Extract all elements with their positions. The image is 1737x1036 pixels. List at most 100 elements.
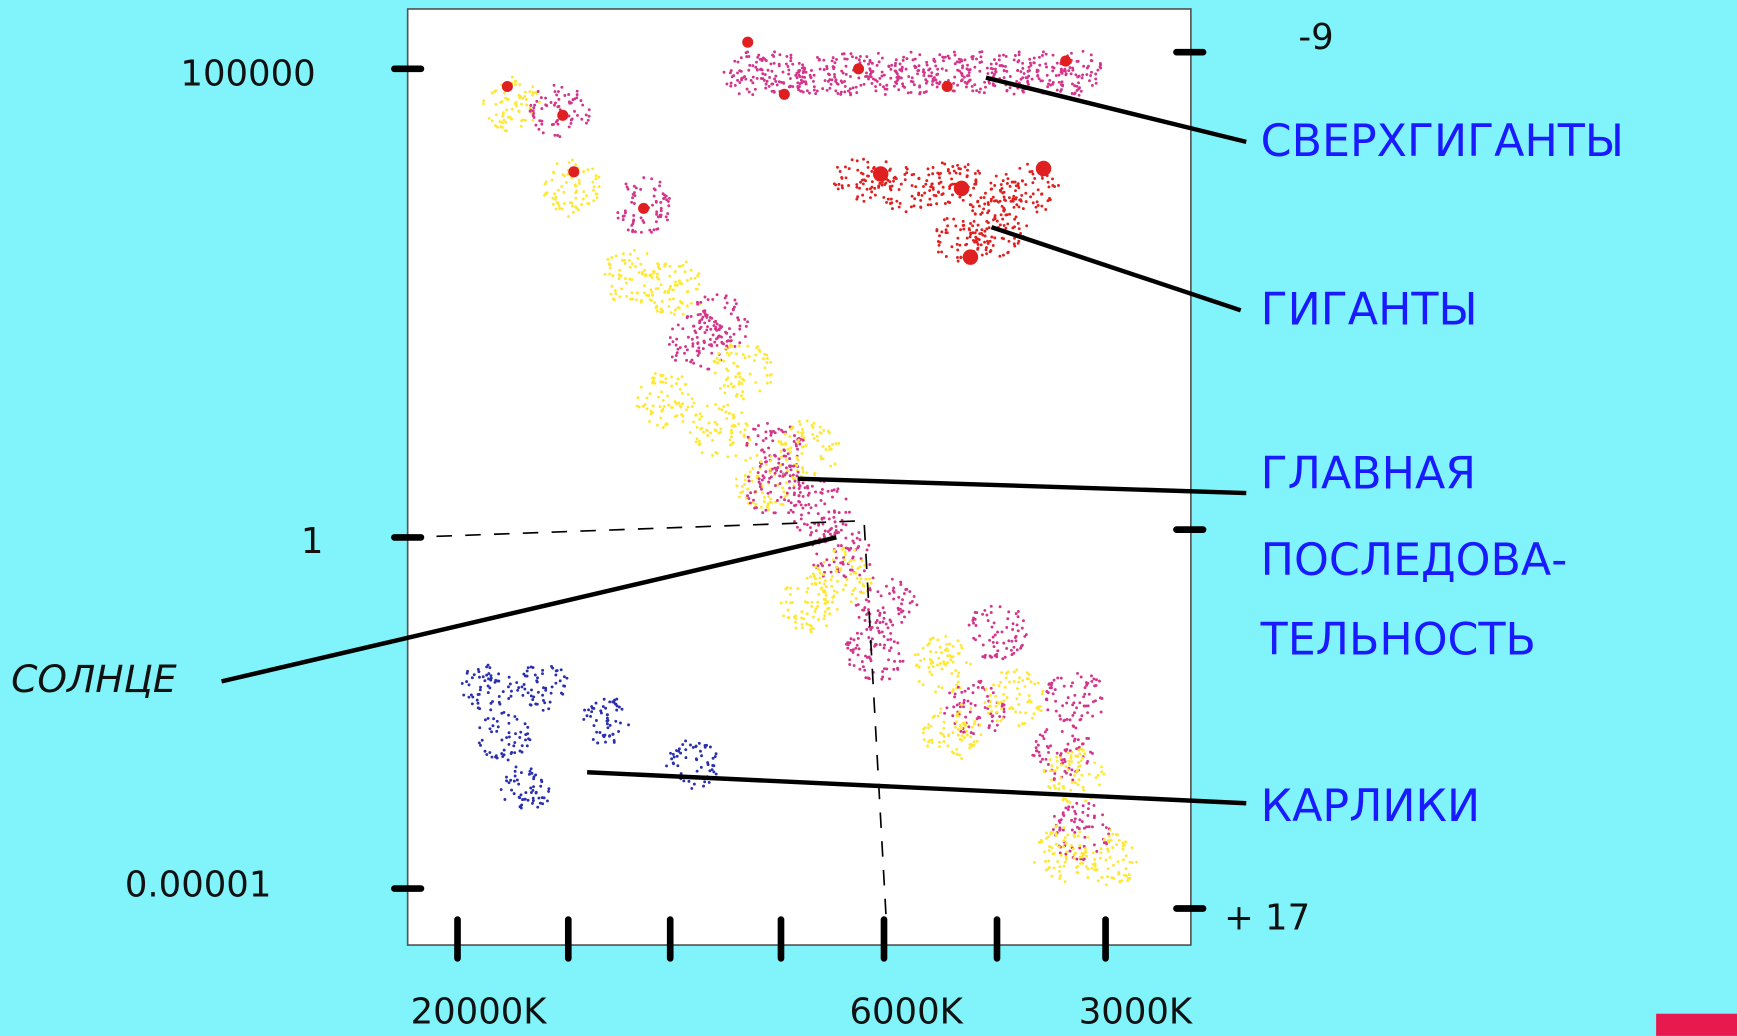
- star-dot: [656, 227, 659, 230]
- star-dot: [818, 581, 821, 584]
- star-dot: [655, 213, 658, 216]
- star-dot: [1082, 695, 1085, 698]
- star-dot: [969, 735, 972, 738]
- star-dot: [913, 197, 916, 200]
- star-dot: [990, 687, 993, 690]
- star-dot: [1080, 774, 1083, 777]
- star-dot: [716, 423, 719, 426]
- star-dot: [674, 308, 677, 311]
- star-dot: [590, 705, 593, 708]
- star-dot: [1013, 93, 1016, 96]
- star-dot: [530, 688, 533, 691]
- star-dot: [1118, 839, 1121, 842]
- star-dot: [596, 196, 599, 199]
- star-dot: [762, 439, 765, 442]
- star-dot: [979, 88, 982, 91]
- star-dot: [898, 188, 901, 191]
- star-dot: [948, 691, 951, 694]
- star-dot: [618, 706, 621, 709]
- star-dot: [751, 81, 754, 84]
- star-dot: [680, 406, 683, 409]
- star-dot: [761, 491, 764, 494]
- star-dot: [1031, 181, 1034, 184]
- star-dot: [832, 56, 835, 59]
- star-dot: [760, 506, 763, 509]
- star-dot: [992, 641, 995, 644]
- star-dot: [730, 312, 733, 315]
- star-dot: [972, 55, 975, 58]
- star-dot: [1083, 693, 1086, 696]
- star-dot: [653, 301, 656, 304]
- star-dot: [557, 189, 560, 192]
- star-dot: [952, 752, 955, 755]
- star-dot: [507, 758, 510, 761]
- star-dot: [836, 580, 839, 583]
- star-dot: [777, 428, 780, 431]
- star-dot: [740, 382, 743, 385]
- star-dot: [922, 647, 925, 650]
- star-dot: [951, 714, 954, 717]
- star-dot: [897, 596, 900, 599]
- star-dot: [879, 643, 882, 646]
- star-dot: [1051, 69, 1054, 72]
- star-dot: [763, 496, 766, 499]
- star-dot: [931, 673, 934, 676]
- star-dot: [853, 664, 856, 667]
- star-dot: [1054, 825, 1057, 828]
- star-dot: [505, 108, 508, 111]
- star-dot: [620, 287, 623, 290]
- star-dot: [588, 115, 591, 118]
- star-dot: [823, 561, 826, 564]
- star-dot: [895, 177, 898, 180]
- star-dot: [855, 91, 858, 94]
- star-dot: [510, 695, 513, 698]
- star-dot: [507, 743, 510, 746]
- star-dot: [1000, 700, 1003, 703]
- star-dot: [779, 482, 782, 485]
- star-dot: [922, 731, 925, 734]
- star-dot: [869, 628, 872, 631]
- star-dot: [537, 90, 540, 93]
- star-dot: [577, 208, 580, 211]
- star-dot: [1061, 72, 1064, 75]
- star-dot: [1058, 865, 1061, 868]
- star-dot: [1074, 781, 1077, 784]
- star-dot: [1001, 218, 1004, 221]
- star-dot: [738, 376, 741, 379]
- star-dot: [1093, 761, 1096, 764]
- star-dot: [730, 431, 733, 434]
- star-dot: [1100, 851, 1103, 854]
- star-dot: [1073, 711, 1076, 714]
- star-dot: [972, 622, 975, 625]
- star-dot: [494, 124, 497, 127]
- star-dot: [552, 203, 555, 206]
- star-dot: [836, 166, 839, 169]
- star-dot: [641, 219, 644, 222]
- star-dot: [534, 674, 537, 677]
- star-dot: [940, 651, 943, 654]
- star-dot: [1026, 81, 1029, 84]
- star-dot: [970, 702, 973, 705]
- star-dot: [1052, 81, 1055, 84]
- star-dot: [886, 88, 889, 91]
- star-dot: [1033, 683, 1036, 686]
- star-dot: [531, 802, 534, 805]
- star-dot: [883, 644, 886, 647]
- star-dot: [730, 435, 733, 438]
- star-dot: [852, 651, 855, 654]
- star-dot: [611, 274, 614, 277]
- star-dot: [974, 183, 977, 186]
- star-dot: [917, 69, 920, 72]
- star-dot: [853, 63, 864, 74]
- star-dot: [671, 355, 674, 358]
- star-dot: [1084, 704, 1087, 707]
- star-dot: [743, 433, 746, 436]
- star-dot: [1117, 860, 1120, 863]
- star-dot: [731, 443, 734, 446]
- star-dot: [963, 249, 979, 265]
- star-dot: [1055, 843, 1058, 846]
- star-dot: [832, 65, 835, 68]
- star-dot: [735, 302, 738, 305]
- star-dot: [1018, 53, 1021, 56]
- star-dot: [747, 497, 750, 500]
